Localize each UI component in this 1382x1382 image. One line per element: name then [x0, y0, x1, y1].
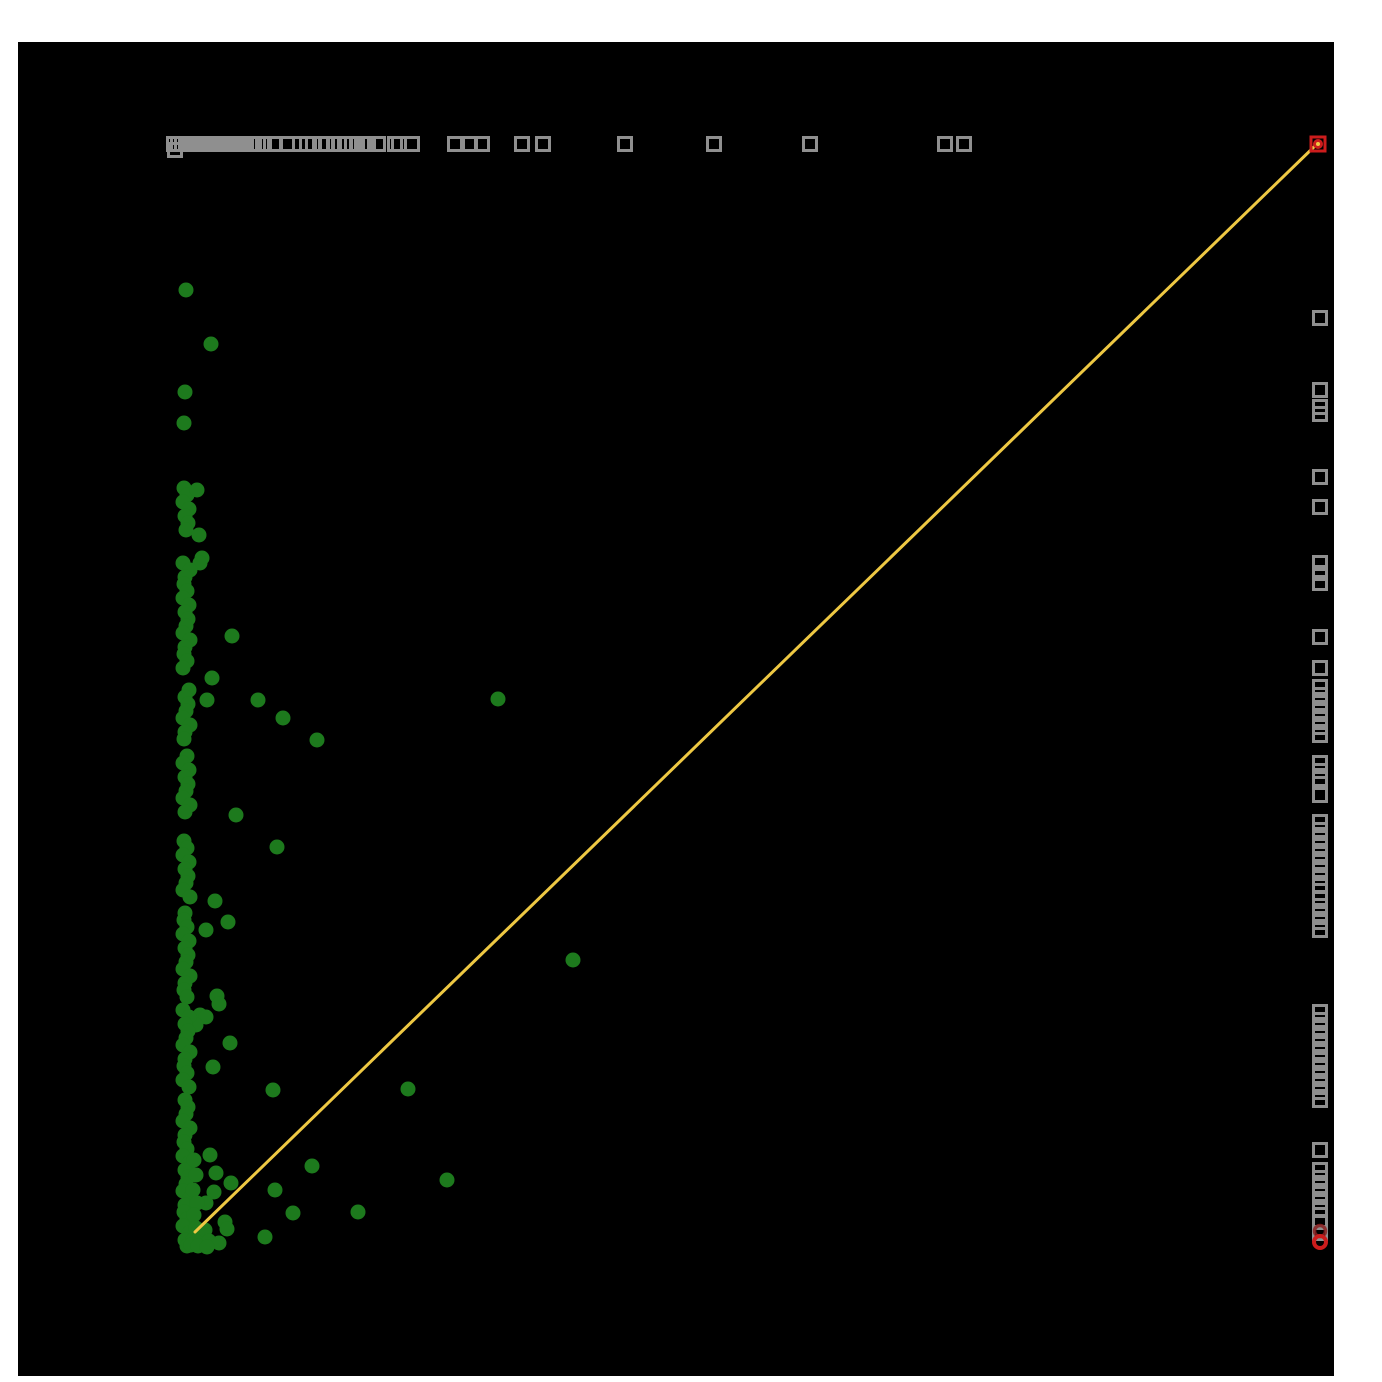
red-circle-marker [1312, 1234, 1328, 1250]
clipped-square [535, 136, 551, 152]
clipped-square [1312, 660, 1328, 676]
green-point [198, 922, 214, 938]
series-highlight-top-right [1309, 135, 1327, 153]
series-top-edge-extra-square [167, 142, 183, 158]
line-end-dot [1316, 142, 1320, 146]
green-point [191, 527, 207, 543]
green-point [228, 807, 244, 823]
green-point [176, 415, 192, 431]
clipped-square [360, 136, 376, 152]
green-point [198, 1009, 214, 1025]
clipped-square [956, 136, 972, 152]
green-point [267, 1182, 283, 1198]
clipped-square [1312, 575, 1328, 591]
green-point [206, 1184, 222, 1200]
green-point [350, 1204, 366, 1220]
green-point [199, 1239, 215, 1255]
clipped-square [802, 136, 818, 152]
green-point [257, 1229, 273, 1245]
clipped-square [1312, 406, 1328, 422]
green-point [400, 1081, 416, 1097]
clipped-square [167, 142, 183, 158]
clipped-square [370, 136, 386, 152]
green-point [250, 692, 266, 708]
green-point [208, 1165, 224, 1181]
green-point [304, 1158, 320, 1174]
green-point [178, 522, 194, 538]
green-point [439, 1172, 455, 1188]
green-point [222, 1035, 238, 1051]
green-point [265, 1082, 281, 1098]
plot-background [18, 42, 1334, 1376]
green-point [176, 731, 192, 747]
red-square-marker [1309, 135, 1327, 153]
identity-line [193, 141, 1320, 1234]
clipped-square [474, 136, 490, 152]
series-right-edge-clipped-squares [1312, 310, 1328, 1241]
green-point [211, 1235, 227, 1251]
green-point [269, 839, 285, 855]
green-point [182, 889, 198, 905]
green-point [181, 1079, 197, 1095]
green-point [490, 691, 506, 707]
clipped-square [1312, 1142, 1328, 1158]
green-point [186, 1207, 202, 1223]
green-point [285, 1205, 301, 1221]
clipped-square [1312, 922, 1328, 938]
clipped-square [1312, 1214, 1328, 1230]
green-point [223, 1175, 239, 1191]
green-point [177, 804, 193, 820]
green-point [188, 1167, 204, 1183]
clipped-square [1312, 727, 1328, 743]
green-point [177, 384, 193, 400]
clipped-square [937, 136, 953, 152]
green-point [204, 670, 220, 686]
green-point [178, 282, 194, 298]
clipped-square [1312, 771, 1328, 787]
clipped-square [1312, 629, 1328, 645]
series-in-range-points [175, 282, 581, 1255]
green-point [175, 660, 191, 676]
clipped-square [404, 136, 420, 152]
clipped-square [1312, 565, 1328, 581]
green-point [189, 482, 205, 498]
green-point [186, 1152, 202, 1168]
green-point [202, 1147, 218, 1163]
green-point [275, 710, 291, 726]
green-point [220, 914, 236, 930]
green-point [199, 692, 215, 708]
green-point [565, 952, 581, 968]
green-point [179, 989, 195, 1005]
clipped-square [1312, 499, 1328, 515]
series-top-edge-clipped-squares [166, 136, 972, 152]
clipped-square [1312, 1092, 1328, 1108]
clipped-square [1312, 555, 1328, 571]
clipped-square [514, 136, 530, 152]
clipped-square [447, 136, 463, 152]
green-point [205, 1059, 221, 1075]
green-point [224, 628, 240, 644]
green-point [211, 996, 227, 1012]
green-point [207, 893, 223, 909]
clipped-square [1312, 382, 1328, 398]
green-point [203, 336, 219, 352]
clipped-square [617, 136, 633, 152]
clipped-square [706, 136, 722, 152]
clipped-square [256, 136, 272, 152]
green-point [189, 1195, 205, 1211]
clipped-square [1312, 787, 1328, 803]
clipped-square [1312, 310, 1328, 326]
green-point [219, 1221, 235, 1237]
green-point [185, 1182, 201, 1198]
green-point [309, 732, 325, 748]
clipped-square [1312, 469, 1328, 485]
